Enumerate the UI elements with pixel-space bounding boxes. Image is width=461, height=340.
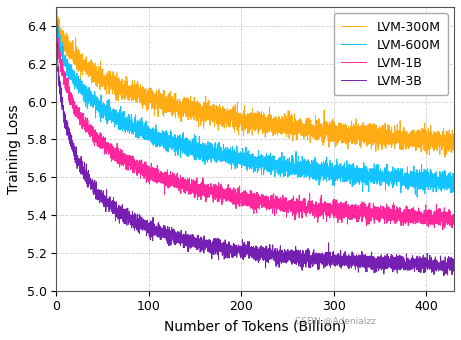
LVM-3B: [111, 208, 116, 212]
LVM-1B: [420, 215, 425, 219]
LVM-600M: [433, 178, 438, 182]
Line: LVM-1B: LVM-1B: [56, 11, 454, 230]
LVM-1B: [53, 13, 59, 17]
LVM-600M: [414, 195, 420, 199]
LVM-3B: [451, 264, 457, 268]
LVM-3B: [272, 249, 277, 253]
LVM-600M: [111, 108, 116, 113]
LVM-300M: [272, 132, 277, 136]
LVM-600M: [272, 155, 277, 159]
LVM-300M: [420, 138, 425, 142]
LVM-300M: [360, 123, 365, 127]
Line: LVM-3B: LVM-3B: [56, 20, 454, 276]
LVM-3B: [441, 274, 447, 278]
Text: CSDN @Adenialzz: CSDN @Adenialzz: [295, 316, 376, 325]
Y-axis label: Training Loss: Training Loss: [7, 104, 21, 194]
LVM-300M: [54, 4, 59, 8]
LVM-1B: [451, 214, 457, 218]
LVM-300M: [442, 155, 448, 159]
Line: LVM-300M: LVM-300M: [56, 6, 454, 157]
LVM-600M: [420, 173, 425, 177]
LVM-1B: [360, 214, 365, 218]
LVM-1B: [272, 200, 277, 204]
Line: LVM-600M: LVM-600M: [56, 13, 454, 197]
LVM-600M: [93, 98, 98, 102]
LVM-3B: [360, 261, 365, 266]
Legend: LVM-300M, LVM-600M, LVM-1B, LVM-3B: LVM-300M, LVM-600M, LVM-1B, LVM-3B: [334, 13, 448, 95]
LVM-1B: [433, 217, 438, 221]
LVM-300M: [53, 5, 59, 9]
LVM-300M: [451, 144, 457, 148]
LVM-3B: [53, 18, 59, 22]
LVM-600M: [451, 179, 457, 183]
LVM-600M: [360, 176, 365, 180]
LVM-1B: [93, 139, 98, 143]
LVM-300M: [93, 74, 98, 78]
LVM-1B: [53, 8, 59, 13]
LVM-3B: [433, 262, 438, 266]
LVM-1B: [111, 149, 117, 153]
LVM-300M: [433, 147, 438, 151]
LVM-1B: [440, 228, 446, 232]
LVM-3B: [420, 260, 425, 264]
LVM-3B: [93, 191, 98, 195]
X-axis label: Number of Tokens (Billion): Number of Tokens (Billion): [164, 319, 346, 333]
LVM-300M: [111, 87, 117, 91]
LVM-600M: [53, 11, 59, 15]
